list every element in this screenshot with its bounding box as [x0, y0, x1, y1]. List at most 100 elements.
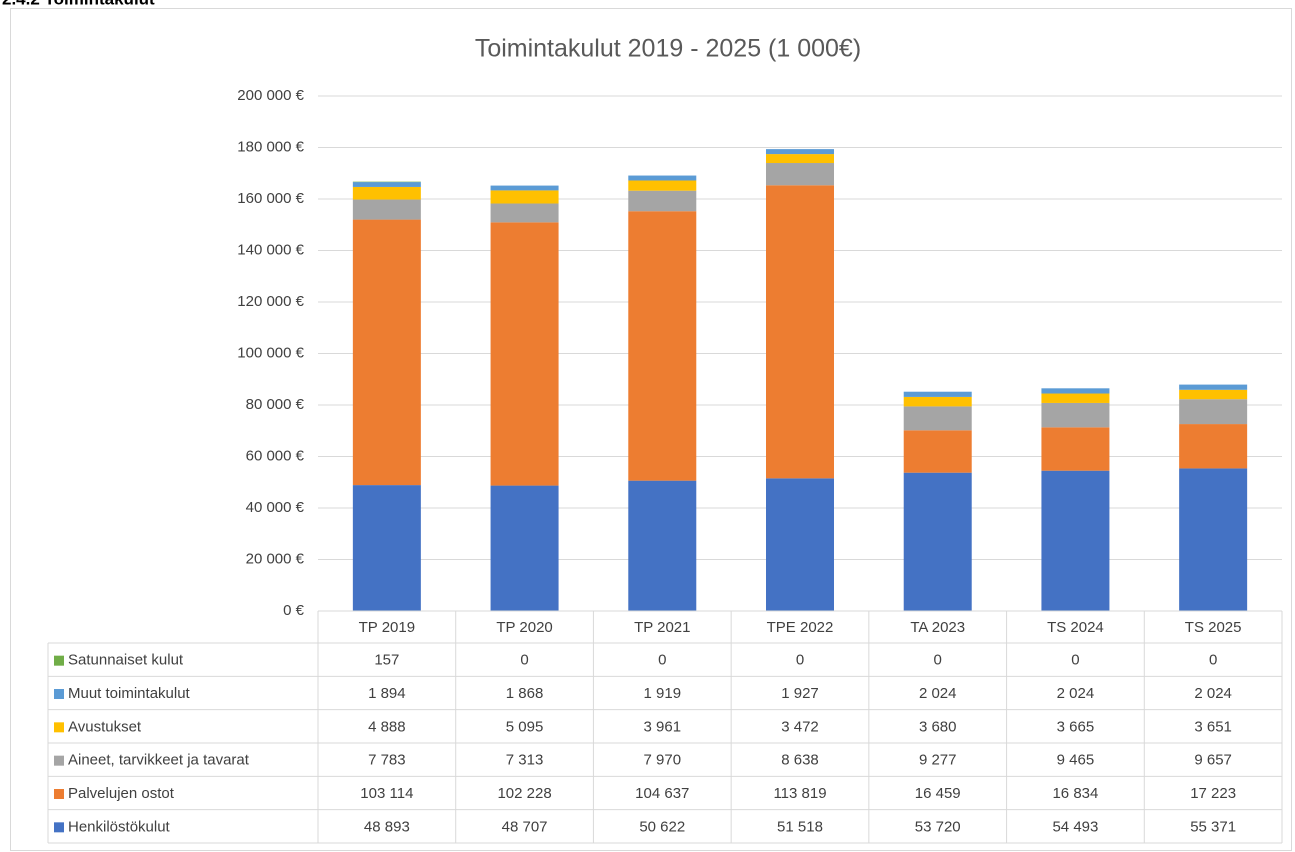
- table-value: 9 465: [1057, 752, 1095, 769]
- bar-segment: [1179, 468, 1248, 611]
- table-value: 4 888: [368, 718, 406, 735]
- bar-segment: [352, 219, 421, 486]
- bar-segment: [352, 186, 421, 200]
- bar-segment: [1179, 399, 1248, 425]
- legend-key: [54, 655, 64, 666]
- table-value: 3 651: [1194, 718, 1232, 735]
- bar-segment: [1041, 427, 1110, 471]
- bar-segment: [766, 163, 834, 186]
- y-tick-label: 140 000 €: [237, 241, 304, 258]
- legend-label: Henkilöstökulut: [68, 818, 171, 835]
- legend-key: [54, 689, 64, 699]
- table-value: 17 223: [1190, 785, 1236, 802]
- table-value: 1 894: [368, 685, 406, 702]
- bar-segment: [903, 391, 972, 397]
- table-value: 1 927: [781, 685, 819, 702]
- y-tick-label: 40 000 €: [246, 499, 305, 516]
- y-tick-label: 180 000 €: [237, 138, 304, 155]
- bar-segment: [766, 185, 834, 479]
- table-value: 53 720: [915, 818, 961, 835]
- bar-segment: [766, 154, 834, 164]
- bar-segment: [490, 185, 559, 191]
- table-value: 0: [658, 652, 666, 669]
- table-value: 2 024: [1194, 685, 1232, 702]
- table-value: 16 459: [915, 785, 961, 802]
- legend-label: Avustukset: [68, 718, 142, 735]
- table-value: 51 518: [777, 818, 823, 835]
- heading: 2.4.2 Toimintakulut: [2, 0, 155, 8]
- y-tick-label: 0 €: [283, 602, 305, 619]
- bar-segment: [1041, 402, 1110, 428]
- bar-segment: [352, 199, 421, 220]
- table-value: 48 707: [502, 818, 548, 835]
- table-value: 3 961: [644, 718, 682, 735]
- bar-segment: [903, 472, 972, 611]
- x-tick-label: TP 2021: [634, 619, 690, 636]
- table-value: 8 638: [781, 752, 819, 769]
- bar-segment: [1041, 388, 1110, 394]
- bar-segment: [903, 406, 972, 431]
- y-tick-label: 20 000 €: [246, 550, 305, 567]
- bar-segment: [352, 485, 421, 611]
- legend-key: [54, 789, 64, 799]
- bar-segment: [352, 182, 421, 187]
- legend-key: [54, 722, 64, 733]
- table-value: 102 228: [497, 785, 551, 802]
- x-tick-label: TA 2023: [910, 619, 965, 636]
- bar-segment: [1179, 424, 1248, 469]
- bar-segment: [1179, 389, 1248, 400]
- x-tick-label: TS 2024: [1047, 619, 1104, 636]
- table-value: 0: [796, 652, 804, 669]
- table-value: 50 622: [639, 818, 685, 835]
- bar-segment: [628, 190, 697, 212]
- bar-segment: [766, 149, 834, 155]
- table-value: 7 783: [368, 752, 406, 769]
- x-tick-label: TPE 2022: [767, 619, 834, 636]
- y-tick-label: 120 000 €: [237, 293, 304, 310]
- legend-label: Muut toimintakulut: [68, 685, 191, 702]
- table-value: 1 868: [506, 685, 544, 702]
- table-value: 0: [1071, 652, 1079, 669]
- x-tick-label: TS 2025: [1185, 619, 1242, 636]
- legend-key: [54, 755, 64, 766]
- y-tick-label: 100 000 €: [237, 344, 304, 361]
- table-value: 2 024: [919, 685, 957, 702]
- bar-segment: [628, 211, 697, 481]
- legend-label: Palvelujen ostot: [68, 785, 175, 802]
- table-value: 3 680: [919, 718, 957, 735]
- chart-title: Toimintakulut 2019 - 2025 (1 000€): [475, 35, 861, 63]
- bar-segment: [490, 190, 559, 204]
- table-value: 55 371: [1190, 818, 1236, 835]
- table-value: 157: [374, 652, 399, 669]
- bar-segment: [1179, 384, 1248, 390]
- table-value: 9 277: [919, 752, 957, 769]
- table-value: 1 919: [644, 685, 682, 702]
- bar-segment: [490, 203, 559, 223]
- table-value: 103 114: [360, 785, 413, 802]
- y-tick-label: 60 000 €: [246, 447, 305, 464]
- table-value: 0: [520, 652, 528, 669]
- table-value: 0: [934, 652, 942, 669]
- table-value: 5 095: [506, 718, 544, 735]
- y-tick-label: 80 000 €: [246, 396, 305, 413]
- x-tick-label: TP 2020: [496, 619, 552, 636]
- bar-segment: [628, 180, 697, 191]
- table-value: 48 893: [364, 818, 410, 835]
- table-value: 16 834: [1052, 785, 1098, 802]
- bar-segment: [766, 478, 834, 611]
- table-value: 2 024: [1057, 685, 1095, 702]
- bar-segment: [903, 430, 972, 473]
- bar-segment: [628, 175, 697, 181]
- x-tick-label: TP 2019: [359, 619, 415, 636]
- bar-segment: [490, 485, 559, 611]
- bar-segment: [628, 480, 697, 611]
- legend-label: Aineet, tarvikkeet ja tavarat: [68, 752, 250, 769]
- y-tick-label: 200 000 €: [237, 87, 304, 104]
- bar-segment: [1041, 393, 1110, 403]
- table-value: 7 970: [644, 752, 682, 769]
- table-value: 9 657: [1194, 752, 1232, 769]
- legend-key: [54, 822, 64, 833]
- table-value: 104 637: [635, 785, 689, 802]
- table-value: 0: [1209, 652, 1217, 669]
